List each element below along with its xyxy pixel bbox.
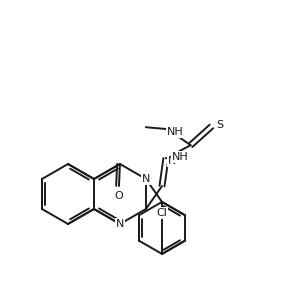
Text: NH: NH [172, 152, 189, 162]
Text: O: O [115, 191, 123, 201]
Text: NH: NH [167, 127, 184, 137]
Text: Cl: Cl [157, 208, 167, 218]
Text: N: N [168, 156, 176, 166]
Text: N: N [142, 174, 150, 184]
Text: S: S [216, 120, 223, 130]
Text: N: N [116, 219, 124, 229]
